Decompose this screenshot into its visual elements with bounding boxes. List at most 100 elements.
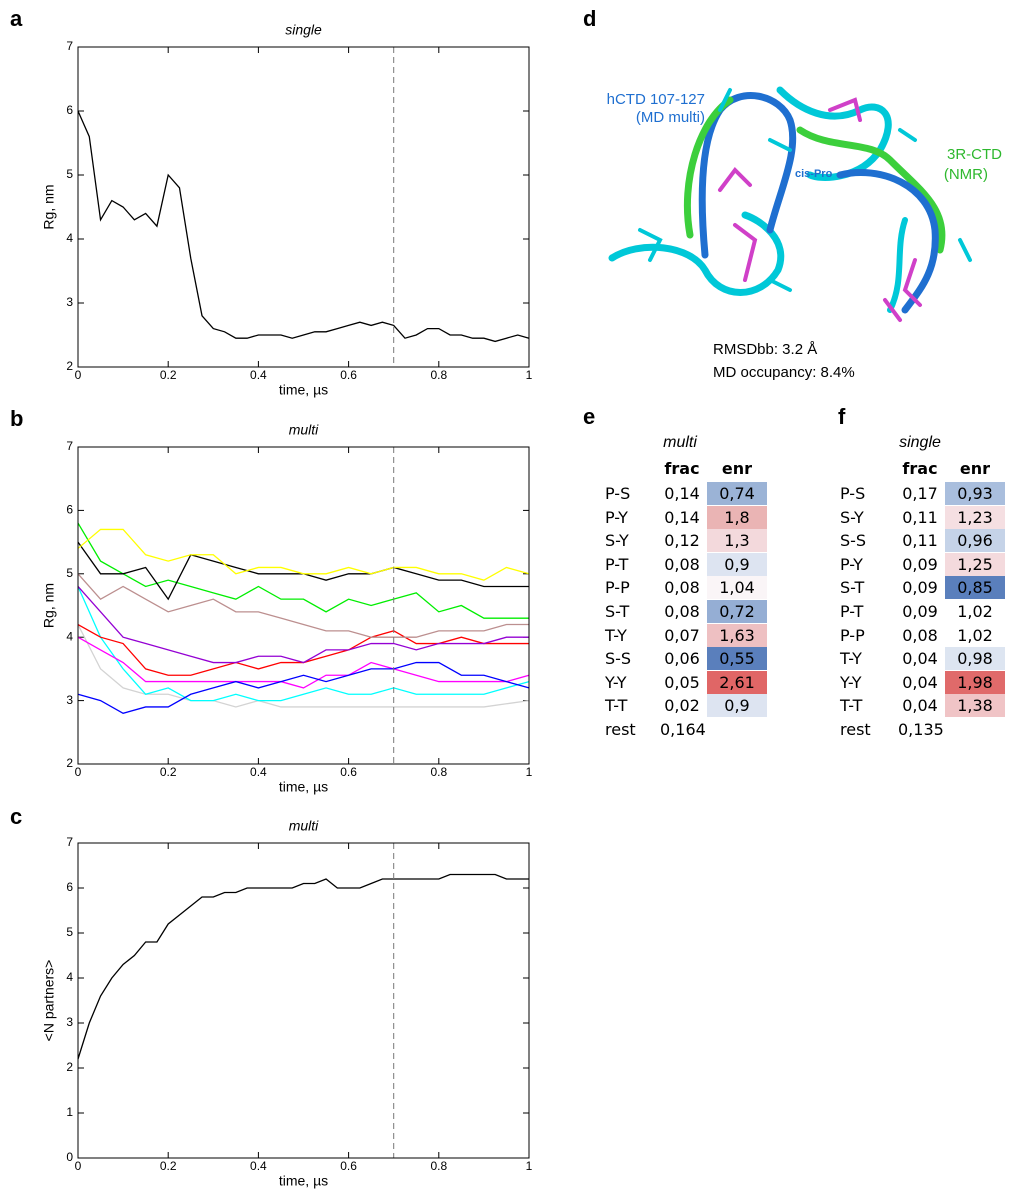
enr-cell: 0,72 bbox=[707, 600, 767, 623]
plot-frame bbox=[78, 47, 529, 367]
row-label: T-T bbox=[605, 694, 649, 717]
enr-cell: 0,55 bbox=[707, 647, 767, 670]
x-axis-label: time, µs bbox=[279, 382, 328, 398]
row-label: S-S bbox=[605, 647, 649, 670]
panel-letter: f bbox=[838, 404, 846, 429]
chart-title: multi bbox=[289, 818, 319, 834]
frac-cell: 0,08 bbox=[660, 576, 704, 599]
enr-cell: 0,96 bbox=[945, 529, 1005, 552]
row-label: P-T bbox=[605, 553, 649, 576]
panel-letter: c bbox=[10, 804, 22, 829]
y-tick-label: 2 bbox=[66, 756, 73, 770]
x-tick-label: 0 bbox=[75, 368, 82, 382]
frac-cell: 0,09 bbox=[898, 553, 942, 576]
frac-cell: 0,11 bbox=[898, 529, 942, 552]
y-tick-label: 4 bbox=[66, 629, 73, 643]
chart-title: multi bbox=[289, 422, 319, 438]
x-tick-label: 0.8 bbox=[430, 1159, 447, 1173]
frac-cell: 0,11 bbox=[898, 506, 942, 529]
frac-cell: 0,04 bbox=[898, 671, 942, 694]
y-tick-label: 3 bbox=[66, 295, 73, 309]
panel-letter: e bbox=[583, 404, 595, 429]
enr-cell: 1,8 bbox=[707, 506, 767, 529]
y-tick-label: 2 bbox=[66, 1060, 73, 1074]
column-header: frac bbox=[660, 457, 704, 480]
x-tick-label: 0.2 bbox=[160, 765, 177, 779]
panel-letter: b bbox=[10, 406, 23, 431]
x-tick-label: 0.8 bbox=[430, 368, 447, 382]
x-tick-label: 0.2 bbox=[160, 1159, 177, 1173]
enr-cell: 1,25 bbox=[945, 553, 1005, 576]
frac-cell: 0,08 bbox=[660, 553, 704, 576]
x-axis-label: time, µs bbox=[279, 779, 328, 795]
row-label: P-P bbox=[840, 624, 884, 647]
enr-cell: 1,04 bbox=[707, 576, 767, 599]
row-label: S-T bbox=[840, 576, 884, 599]
x-tick-label: 0.4 bbox=[250, 368, 267, 382]
x-tick-label: 0 bbox=[75, 765, 82, 779]
tube bbox=[780, 90, 888, 177]
row-label: S-T bbox=[605, 600, 649, 623]
x-tick-label: 0.2 bbox=[160, 368, 177, 382]
enr-cell: 0,9 bbox=[707, 694, 767, 717]
row-label: P-S bbox=[840, 482, 884, 505]
x-tick-label: 0 bbox=[75, 1159, 82, 1173]
y-axis-label: Rg, nm bbox=[41, 184, 57, 229]
tube bbox=[890, 220, 905, 310]
x-tick-label: 0.6 bbox=[340, 765, 357, 779]
y-tick-label: 0 bbox=[66, 1150, 73, 1164]
chart-title: single bbox=[285, 22, 322, 38]
enr-cell: 1,23 bbox=[945, 506, 1005, 529]
row-label: Y-Y bbox=[605, 671, 649, 694]
row-label: S-Y bbox=[840, 506, 884, 529]
enr-cell: 1,3 bbox=[707, 529, 767, 552]
enr-cell: 2,61 bbox=[707, 671, 767, 694]
frac-cell: 0,02 bbox=[660, 694, 704, 717]
frac-cell: 0,09 bbox=[898, 576, 942, 599]
y-tick-label: 3 bbox=[66, 1015, 73, 1029]
y-tick-label: 2 bbox=[66, 359, 73, 373]
enr-cell: 0,9 bbox=[707, 553, 767, 576]
table-title: single bbox=[899, 434, 941, 451]
enr-cell: 0,93 bbox=[945, 482, 1005, 505]
nmr-label: 3R-CTD bbox=[947, 146, 1002, 163]
data-line bbox=[78, 625, 529, 676]
frac-cell: 0,14 bbox=[660, 482, 704, 505]
row-label: P-Y bbox=[840, 553, 884, 576]
y-axis-label: Rg, nm bbox=[41, 583, 57, 628]
frac-cell: 0,164 bbox=[660, 718, 704, 741]
row-label: T-Y bbox=[840, 647, 884, 670]
md-label: hCTD 107-127 bbox=[607, 91, 705, 108]
x-tick-label: 1 bbox=[526, 1159, 533, 1173]
y-axis-label: <N partners> bbox=[41, 960, 57, 1042]
tube bbox=[840, 172, 935, 310]
row-label: P-Y bbox=[605, 506, 649, 529]
row-label: S-Y bbox=[605, 529, 649, 552]
frac-cell: 0,14 bbox=[660, 506, 704, 529]
y-tick-label: 7 bbox=[66, 439, 73, 453]
frac-cell: 0,08 bbox=[898, 624, 942, 647]
x-tick-label: 0.4 bbox=[250, 1159, 267, 1173]
data-line bbox=[78, 529, 529, 580]
data-line bbox=[78, 875, 529, 1060]
enr-cell: 1,02 bbox=[945, 624, 1005, 647]
row-label: Y-Y bbox=[840, 671, 884, 694]
row-label: P-S bbox=[605, 482, 649, 505]
frac-cell: 0,12 bbox=[660, 529, 704, 552]
x-tick-label: 0.6 bbox=[340, 368, 357, 382]
column-header: enr bbox=[945, 457, 1005, 480]
frac-cell: 0,07 bbox=[660, 624, 704, 647]
column-header: enr bbox=[707, 457, 767, 480]
frac-cell: 0,05 bbox=[660, 671, 704, 694]
frac-cell: 0,04 bbox=[898, 647, 942, 670]
tube bbox=[702, 96, 793, 255]
column-header: frac bbox=[898, 457, 942, 480]
x-tick-label: 0.8 bbox=[430, 765, 447, 779]
x-tick-label: 0.4 bbox=[250, 765, 267, 779]
row-label: rest bbox=[840, 718, 884, 741]
x-axis-label: time, µs bbox=[279, 1173, 328, 1189]
data-line bbox=[78, 111, 529, 341]
y-tick-label: 1 bbox=[66, 1105, 73, 1119]
enr-cell: 0,98 bbox=[945, 647, 1005, 670]
y-tick-label: 6 bbox=[66, 103, 73, 117]
